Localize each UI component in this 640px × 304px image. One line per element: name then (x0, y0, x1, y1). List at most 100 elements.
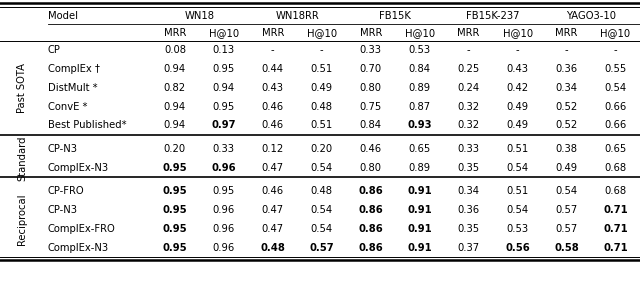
Text: 0.95: 0.95 (212, 186, 235, 196)
Text: 0.20: 0.20 (164, 144, 186, 154)
Text: 0.43: 0.43 (262, 83, 284, 93)
Text: -: - (320, 45, 324, 55)
Text: 0.94: 0.94 (164, 120, 186, 130)
Text: 0.51: 0.51 (310, 120, 333, 130)
Text: 0.71: 0.71 (603, 243, 628, 253)
Text: 0.46: 0.46 (262, 120, 284, 130)
Text: 0.48: 0.48 (311, 102, 333, 112)
Text: 0.86: 0.86 (358, 205, 383, 215)
Text: 0.96: 0.96 (212, 243, 235, 253)
Text: 0.42: 0.42 (506, 83, 529, 93)
Text: H@10: H@10 (404, 29, 435, 38)
Text: MRR: MRR (458, 29, 480, 38)
Text: 0.94: 0.94 (164, 102, 186, 112)
Text: ComplEx-N3: ComplEx-N3 (48, 243, 109, 253)
Text: 0.43: 0.43 (507, 64, 529, 74)
Text: 0.94: 0.94 (164, 64, 186, 74)
Text: 0.95: 0.95 (163, 163, 187, 173)
Text: 0.37: 0.37 (458, 243, 480, 253)
Text: 0.91: 0.91 (407, 224, 432, 234)
Text: 0.49: 0.49 (310, 83, 333, 93)
Text: CP-FRO: CP-FRO (48, 186, 84, 196)
Text: 0.96: 0.96 (212, 224, 235, 234)
Text: 0.55: 0.55 (604, 64, 627, 74)
Text: 0.35: 0.35 (458, 224, 480, 234)
Text: 0.20: 0.20 (310, 144, 333, 154)
Text: 0.49: 0.49 (506, 120, 529, 130)
Text: 0.95: 0.95 (163, 224, 187, 234)
Text: H@10: H@10 (502, 29, 532, 38)
Text: 0.47: 0.47 (262, 224, 284, 234)
Text: 0.52: 0.52 (556, 120, 578, 130)
Text: 0.68: 0.68 (604, 163, 627, 173)
Text: MRR: MRR (164, 29, 186, 38)
Text: 0.95: 0.95 (212, 102, 235, 112)
Text: WN18: WN18 (184, 12, 214, 22)
Text: 0.13: 0.13 (212, 45, 235, 55)
Text: CP-N3: CP-N3 (48, 205, 78, 215)
Text: 0.86: 0.86 (358, 224, 383, 234)
Text: 0.33: 0.33 (458, 144, 479, 154)
Text: Reciprocal: Reciprocal (17, 194, 28, 245)
Text: 0.49: 0.49 (556, 163, 578, 173)
Text: 0.48: 0.48 (260, 243, 285, 253)
Text: 0.33: 0.33 (213, 144, 235, 154)
Text: 0.57: 0.57 (556, 224, 578, 234)
Text: 0.52: 0.52 (556, 102, 578, 112)
Text: 0.56: 0.56 (505, 243, 530, 253)
Text: MRR: MRR (262, 29, 284, 38)
Text: 0.46: 0.46 (360, 144, 382, 154)
Text: -: - (564, 45, 568, 55)
Text: 0.32: 0.32 (458, 102, 480, 112)
Text: 0.36: 0.36 (556, 64, 578, 74)
Text: 0.47: 0.47 (262, 205, 284, 215)
Text: 0.57: 0.57 (556, 205, 578, 215)
Text: 0.34: 0.34 (458, 186, 479, 196)
Text: 0.36: 0.36 (458, 205, 480, 215)
Text: YAGO3-10: YAGO3-10 (566, 12, 616, 22)
Text: 0.65: 0.65 (604, 144, 627, 154)
Text: ConvE *: ConvE * (48, 102, 88, 112)
Text: 0.95: 0.95 (163, 186, 187, 196)
Text: WN18RR: WN18RR (275, 12, 319, 22)
Text: 0.49: 0.49 (506, 102, 529, 112)
Text: 0.66: 0.66 (604, 120, 627, 130)
Text: FB15K: FB15K (380, 12, 411, 22)
Text: 0.75: 0.75 (360, 102, 382, 112)
Text: 0.08: 0.08 (164, 45, 186, 55)
Text: H@10: H@10 (307, 29, 337, 38)
Text: Standard: Standard (17, 136, 28, 181)
Text: 0.35: 0.35 (458, 163, 480, 173)
Text: 0.66: 0.66 (604, 102, 627, 112)
Text: 0.84: 0.84 (360, 120, 381, 130)
Text: ComplEx †: ComplEx † (48, 64, 100, 74)
Text: Past SOTA: Past SOTA (17, 63, 28, 113)
Text: 0.95: 0.95 (212, 64, 235, 74)
Text: 0.54: 0.54 (556, 186, 578, 196)
Text: 0.46: 0.46 (262, 186, 284, 196)
Text: 0.44: 0.44 (262, 64, 284, 74)
Text: 0.68: 0.68 (604, 186, 627, 196)
Text: 0.48: 0.48 (311, 186, 333, 196)
Text: 0.96: 0.96 (212, 163, 236, 173)
Text: 0.95: 0.95 (163, 205, 187, 215)
Text: 0.87: 0.87 (408, 102, 431, 112)
Text: 0.86: 0.86 (358, 186, 383, 196)
Text: DistMult *: DistMult * (48, 83, 98, 93)
Text: 0.89: 0.89 (408, 163, 431, 173)
Text: 0.80: 0.80 (360, 163, 381, 173)
Text: 0.33: 0.33 (360, 45, 381, 55)
Text: 0.54: 0.54 (310, 224, 333, 234)
Text: 0.94: 0.94 (212, 83, 235, 93)
Text: 0.71: 0.71 (603, 224, 628, 234)
Text: H@10: H@10 (209, 29, 239, 38)
Text: 0.54: 0.54 (506, 205, 529, 215)
Text: 0.97: 0.97 (212, 120, 236, 130)
Text: 0.34: 0.34 (556, 83, 577, 93)
Text: MRR: MRR (360, 29, 382, 38)
Text: 0.32: 0.32 (458, 120, 480, 130)
Text: 0.58: 0.58 (554, 243, 579, 253)
Text: 0.65: 0.65 (408, 144, 431, 154)
Text: 0.91: 0.91 (407, 243, 432, 253)
Text: 0.91: 0.91 (407, 205, 432, 215)
